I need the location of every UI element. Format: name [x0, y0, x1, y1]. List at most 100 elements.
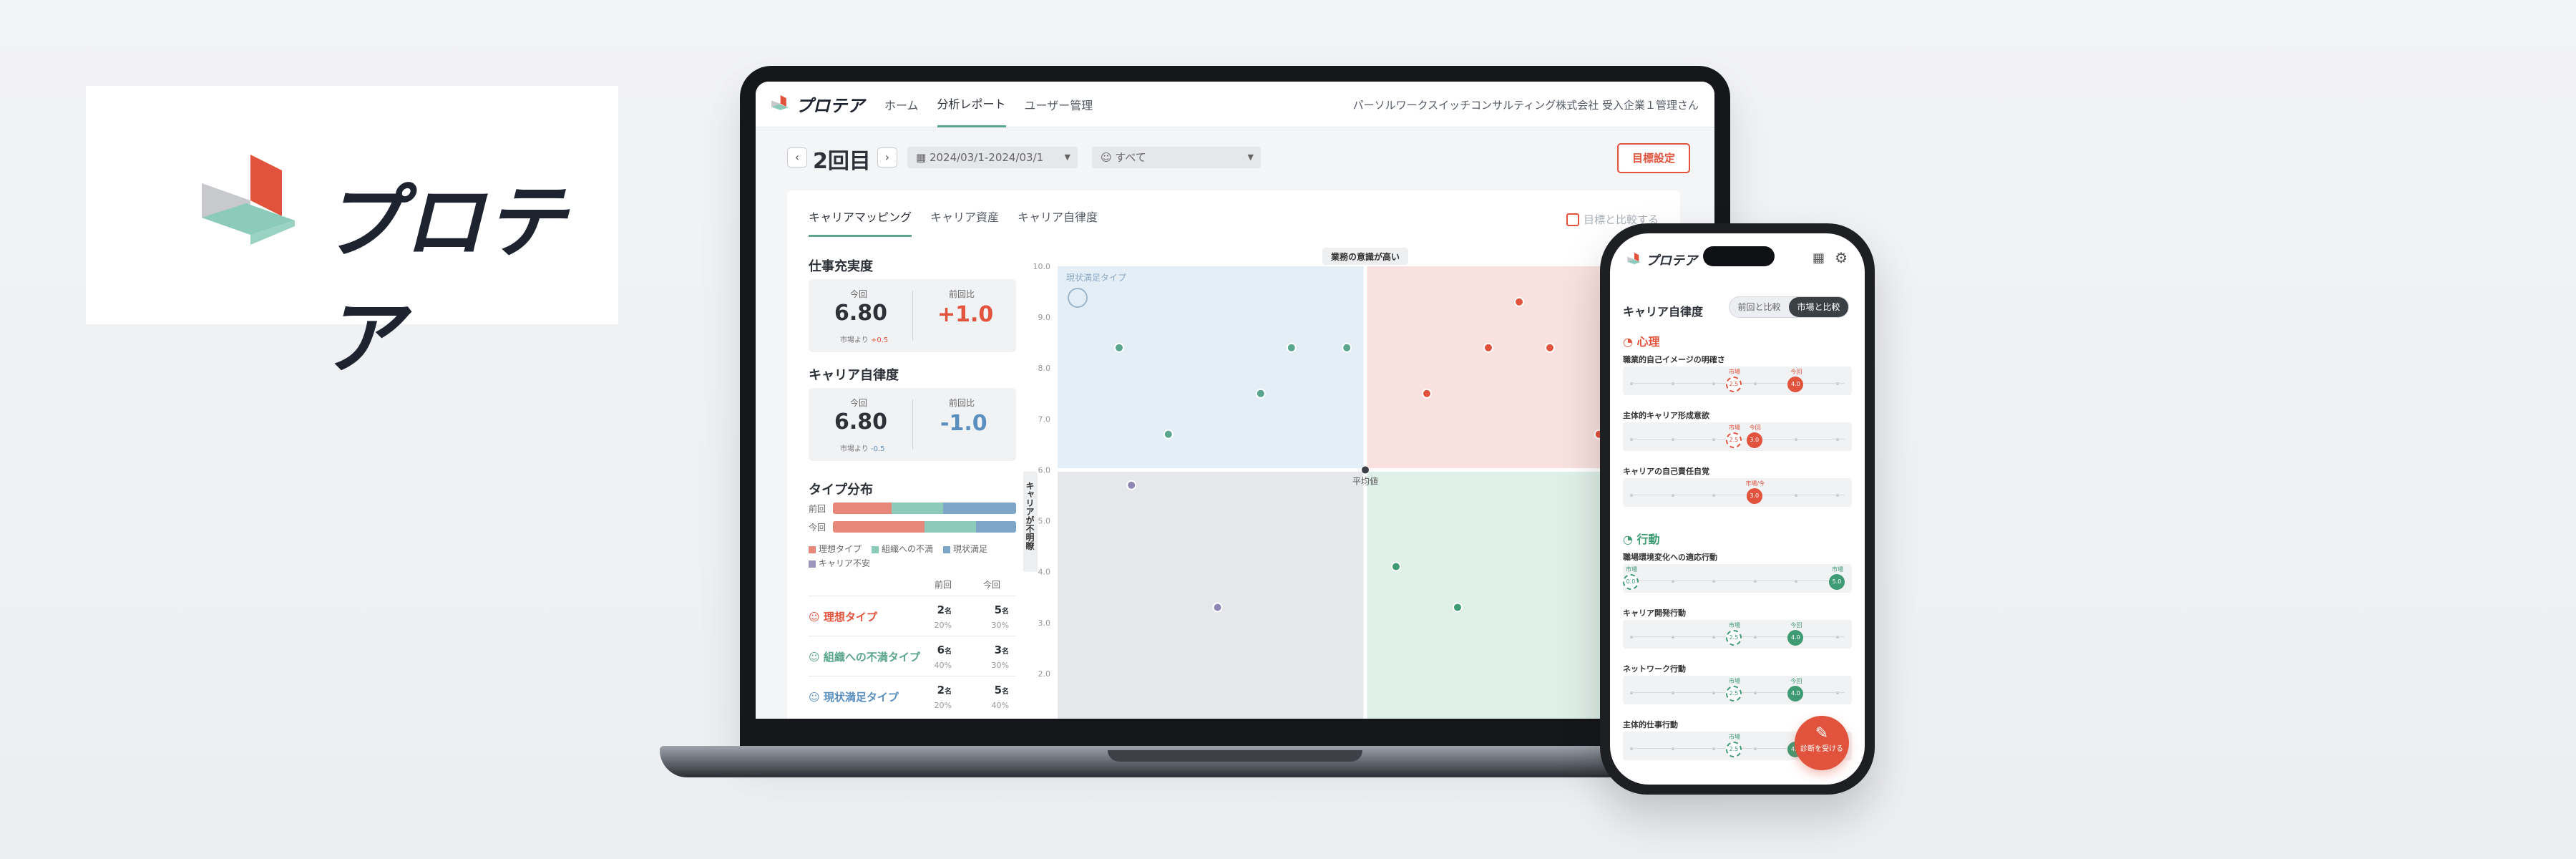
scale-dot — [1630, 438, 1633, 441]
scale-dot — [1630, 747, 1633, 750]
market-marker-label: 市場 — [1729, 734, 1740, 740]
user-filter-value: すべて — [1115, 151, 1146, 164]
dist-segment — [891, 503, 943, 514]
scale-dot — [1712, 438, 1716, 441]
take-diagnosis-button[interactable]: ✎ 診断を受ける — [1795, 716, 1849, 770]
scale-dot — [1753, 691, 1757, 694]
quadrant-bottom-left — [1058, 470, 1365, 719]
nav-analysis-report[interactable]: 分析レポート — [937, 82, 1006, 127]
seg-compare-market[interactable]: 市場と比較 — [1789, 297, 1848, 317]
scale-dot — [1712, 747, 1716, 750]
legend-dissatisfied: 組織への不満 — [872, 543, 933, 555]
next-round-button[interactable]: › — [877, 147, 897, 168]
phone-score-track: 市場/今回 3.0 3.0 — [1623, 478, 1852, 507]
scale-dot — [1671, 747, 1674, 750]
dist-bar-now — [833, 521, 1016, 533]
metric-market-diff: 市場より -0.5 — [840, 442, 885, 453]
tab-career-assets[interactable]: キャリア資産 — [930, 210, 1000, 224]
now-marker: 4.0 — [1787, 630, 1804, 646]
user-icon: ☺ — [1101, 151, 1116, 164]
job-fulfillment-card: 今回 6.80 市場より +0.5 前回比 +1.0 — [809, 279, 1016, 352]
type-row-ideal[interactable]: ☺ 理想タイプ 2名 20% 5名 30% — [809, 596, 1016, 636]
phone-score-track: 市場 今回 2.5 4.0 — [1623, 367, 1852, 395]
clipboard-icon: ✎ — [1815, 724, 1829, 742]
now-marker-label: 市場 — [1832, 566, 1843, 573]
scale-dot — [1712, 382, 1716, 385]
market-marker-label: 市場 — [1729, 622, 1740, 629]
nav-home[interactable]: ホーム — [884, 98, 919, 112]
scale-dot — [1753, 636, 1757, 639]
seg-compare-prev[interactable]: 前回と比較 — [1737, 302, 1781, 312]
metric-divider — [912, 291, 913, 341]
top-axis-label-bg — [1322, 248, 1408, 265]
metric-prev-label: 前回比 — [949, 289, 975, 299]
data-point — [1114, 342, 1124, 353]
now-marker: 4.0 — [1787, 377, 1804, 392]
gear-icon[interactable]: ⚙ — [1835, 249, 1848, 266]
chevron-down-icon: ▼ — [1064, 152, 1070, 162]
scale-dot — [1630, 636, 1633, 639]
phone-score-track: 市場 今回 2.5 4.0 — [1623, 676, 1852, 704]
left-axis-label-bg — [1022, 471, 1038, 572]
brand-mark-icon — [202, 155, 295, 245]
data-point — [1163, 429, 1174, 440]
data-point — [1255, 388, 1266, 399]
report-tabs: キャリアマッピング キャリア資産 キャリア自律度 — [809, 208, 1098, 237]
laptop-screen: プロテア ホーム 分析レポート ユーザー管理 パーソルワークスイッチコンサルティ… — [756, 82, 1714, 719]
count-unit: 名 — [1002, 688, 1009, 696]
dist-legend-2: キャリア不安 — [809, 557, 870, 569]
scale-dot — [1630, 494, 1633, 497]
type-row-satisfied[interactable]: ☺ 現状満足タイプ 2名 20% 5名 40% — [809, 676, 1016, 716]
market-diff-label: 市場より — [840, 445, 869, 453]
market-marker: 2.5 — [1726, 377, 1742, 392]
scale-dot — [1671, 382, 1674, 385]
type-name: ☺ 理想タイプ — [809, 611, 877, 623]
dist-row-label: 今回 — [809, 523, 826, 533]
type-row-dissatisfied[interactable]: ☺ 組織への不満タイプ 6名 40% 3名 30% — [809, 636, 1016, 676]
phone-item-label: 職業的自己イメージの明確さ — [1623, 355, 1725, 364]
nav-user-management[interactable]: ユーザー管理 — [1024, 98, 1093, 112]
date-range-select[interactable]: ▦ 2024/03/1-2024/03/1 ▼ — [907, 147, 1078, 168]
tab-career-mapping[interactable]: キャリアマッピング — [809, 208, 912, 237]
quadrant-top-left — [1058, 266, 1365, 470]
company-account[interactable]: パーソルワークスイッチコンサルティング株式会社 受入企業１管理さん — [1352, 99, 1699, 112]
phone-page-title: キャリア自律度 — [1623, 305, 1704, 319]
scale-dot — [1671, 691, 1674, 694]
phone-section-title: ◔ 行動 — [1623, 533, 1660, 546]
y-tick-label: 7.0 — [1038, 414, 1051, 424]
count-value: 5 — [994, 603, 1002, 616]
compare-goal-toggle[interactable]: 目標と比較する — [1566, 212, 1659, 227]
report-panel: キャリアマッピング キャリア資産 キャリア自律度 目標と比較する 仕事充実度 今… — [787, 190, 1680, 719]
market-marker-label: 市場 — [1729, 678, 1740, 684]
dist-bar-prev — [833, 503, 1016, 514]
count-value: 3 — [994, 644, 1002, 656]
tab-career-autonomy[interactable]: キャリア自律度 — [1018, 210, 1098, 224]
user-filter-select[interactable]: ☺ すべて ▼ — [1092, 147, 1261, 168]
type-now-pct: 30% — [991, 661, 1009, 670]
dist-row-now-label: 今回 — [809, 521, 826, 533]
data-point — [1391, 561, 1401, 572]
legend-label: キャリア不安 — [819, 558, 871, 568]
dist-row-label: 前回 — [809, 504, 826, 514]
now-marker: 3.0 — [1746, 432, 1762, 448]
market-marker: 2.5 — [1726, 742, 1742, 757]
header-logo[interactable]: プロテア — [771, 92, 864, 117]
phone-logo[interactable]: プロテア — [1627, 251, 1697, 269]
goal-setting-button[interactable]: 目標設定 — [1617, 143, 1690, 173]
prev-round-button[interactable]: ‹ — [787, 147, 807, 168]
y-tick-label: 3.0 — [1038, 618, 1051, 628]
data-point — [1483, 342, 1493, 353]
market-marker: 0.0 — [1623, 574, 1639, 590]
scale-dot — [1671, 438, 1674, 441]
brand-mark-icon — [771, 94, 789, 110]
checkbox[interactable] — [1566, 213, 1579, 226]
y-tick-label: 5.0 — [1038, 517, 1051, 526]
type-now-count: 3名 — [973, 644, 1009, 656]
calendar-icon[interactable]: ▦ — [1812, 251, 1825, 266]
career-autonomy-title: キャリア自律度 — [809, 368, 899, 383]
dist-segment — [833, 503, 892, 514]
phone-section-title: ◔ 心理 — [1623, 335, 1660, 349]
scale-dot — [1836, 438, 1839, 441]
round-label: 2回目 — [813, 149, 871, 174]
brand-wordmark: プロテア — [322, 176, 567, 385]
